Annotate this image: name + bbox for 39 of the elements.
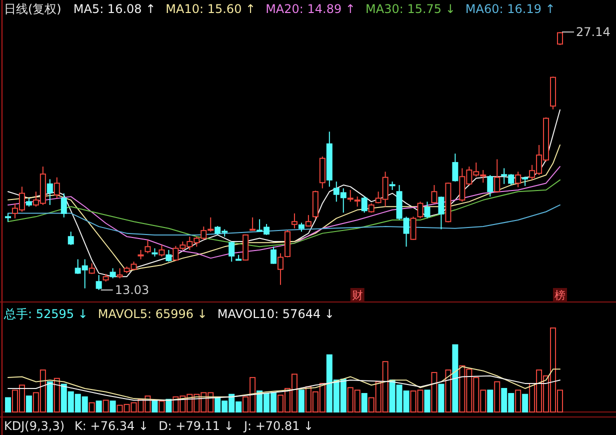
bar [445, 370, 452, 412]
bar [166, 398, 172, 412]
bar [424, 390, 430, 412]
bar [96, 400, 102, 412]
text: MA30: 15.75 ↓ [366, 2, 456, 16]
bar [5, 397, 11, 412]
bar [46, 381, 53, 412]
text: K: +76.34 ↓ [74, 419, 149, 433]
text: MA60: 16.19 ↑ [465, 2, 556, 16]
text: J: +70.81 ↓ [242, 419, 314, 433]
bar [88, 402, 95, 412]
chart-title: 日线(复权) [4, 2, 62, 16]
bar [102, 400, 109, 412]
text: D: +79.11 ↓ [158, 419, 234, 433]
x-tick-label: 榜 [554, 289, 566, 302]
bar [487, 390, 494, 412]
bar [431, 372, 438, 412]
text: MAVOL5: 65996 ↓ [98, 307, 208, 321]
bar [152, 400, 158, 412]
text: MA10: 15.60 ↑ [166, 2, 256, 16]
bar [522, 394, 528, 412]
bar [494, 381, 500, 412]
text: KDJ(9,3,3) [4, 419, 65, 433]
x-tick-label: 财 [352, 289, 363, 302]
bar [54, 378, 60, 412]
bar [361, 393, 368, 412]
bar [26, 396, 32, 412]
bar [298, 390, 304, 412]
bar [158, 400, 165, 412]
bar [515, 390, 522, 412]
text: MA20: 14.89 ↑ [266, 2, 356, 16]
text: 27.14 [576, 25, 610, 39]
bar [110, 400, 116, 412]
text: 总手: 52595 ↓ [3, 307, 88, 321]
annotation: 13.03 [114, 283, 150, 297]
bar [452, 344, 458, 412]
text: MAVOL10: 57644 ↓ [217, 307, 334, 321]
bar [438, 384, 444, 412]
text: MA5: 16.08 ↑ [73, 2, 156, 16]
